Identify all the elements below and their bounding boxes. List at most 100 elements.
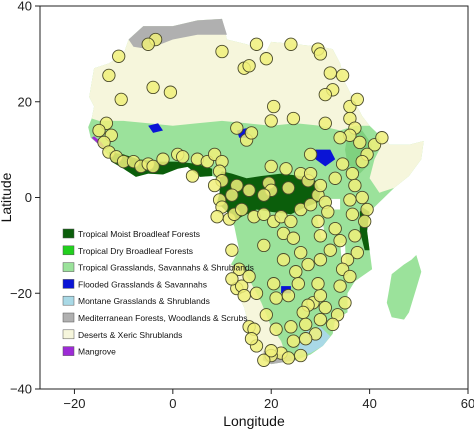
sample-point — [313, 312, 328, 327]
sample-point — [313, 229, 328, 243]
sample-point — [326, 317, 340, 332]
axes-layer: −20 0 20 40 60 −40 −20 0 20 40 — [10, 0, 474, 411]
sample-point — [92, 123, 106, 138]
sample-point — [264, 344, 278, 358]
sample-point — [156, 152, 170, 166]
sample-point — [286, 111, 301, 126]
sample-point — [225, 243, 239, 257]
sample-point — [348, 229, 362, 243]
sample-point — [318, 300, 332, 315]
land-desert-sahara — [89, 18, 370, 131]
lake-victoria — [330, 198, 341, 210]
sample-point — [281, 351, 296, 365]
legend: Tropical Moist Broadleaf Forests Tropical… — [62, 228, 254, 357]
sample-point — [141, 37, 155, 51]
sample-point — [146, 80, 160, 95]
sample-point — [313, 288, 328, 303]
sample-point — [350, 245, 364, 260]
sample-point — [225, 188, 239, 202]
sample-point — [299, 317, 313, 332]
sample-point — [185, 169, 200, 183]
sample-point — [328, 171, 342, 185]
legend-label: Mangrove — [78, 347, 116, 357]
y-tick-label: 0 — [25, 190, 32, 205]
x-tick-label: 20 — [264, 396, 278, 411]
legend-swatch — [62, 346, 75, 356]
land-inner-niger-delta — [148, 123, 163, 133]
sample-point — [232, 262, 246, 276]
sample-point — [267, 277, 281, 291]
sample-point — [249, 286, 264, 300]
sample-point — [284, 37, 298, 51]
legend-swatch — [62, 295, 75, 306]
sample-point — [343, 193, 357, 207]
sample-point — [146, 159, 160, 174]
sample-point — [353, 135, 367, 150]
sample-point — [114, 92, 128, 107]
sample-point — [303, 166, 318, 181]
sample-point — [267, 99, 281, 114]
sample-point — [350, 92, 364, 107]
land-desert-horn — [369, 135, 424, 193]
legend-label: Flooded Grasslands & Savannahs — [78, 279, 207, 289]
x-tick-label: 60 — [461, 396, 474, 411]
sample-point — [338, 296, 352, 310]
sample-point — [176, 150, 190, 164]
sample-point — [313, 178, 328, 193]
sample-point — [284, 320, 298, 334]
sample-point — [249, 37, 264, 51]
legend-label: Mediterranean Forests, Woodlands & Scrub… — [78, 313, 247, 323]
sample-point — [235, 202, 249, 217]
sample-point — [225, 272, 239, 286]
sample-point — [281, 288, 296, 303]
land-madagascar — [386, 255, 422, 320]
sample-point — [303, 147, 318, 162]
sample-point — [215, 44, 229, 59]
biome-land-layer — [88, 18, 424, 365]
legend-swatch — [62, 279, 75, 289]
sample-point — [335, 157, 350, 171]
sample-point — [286, 231, 301, 245]
sample-point — [242, 269, 256, 284]
x-tick-label: −20 — [63, 396, 85, 411]
sample-point — [328, 221, 342, 236]
x-axis-title: Longitude — [223, 413, 285, 429]
y-tick-label: −40 — [10, 382, 32, 397]
sample-point — [355, 154, 369, 169]
sample-point — [210, 210, 224, 224]
sample-point — [242, 183, 256, 197]
sample-point — [244, 332, 259, 346]
sample-point — [230, 121, 244, 135]
sample-point — [276, 253, 291, 267]
sample-point — [207, 178, 222, 193]
sample-point — [286, 334, 301, 348]
x-tick-label: 0 — [169, 396, 176, 411]
sample-point — [264, 159, 278, 174]
sample-point — [242, 59, 256, 73]
legend-label: Tropical Dry Broadleaf Forests — [78, 246, 193, 256]
sample-point — [348, 178, 362, 193]
legend-label: Deserts & Xeric Shrublands — [78, 330, 182, 340]
sample-point — [323, 66, 337, 80]
y-tick-label: 40 — [18, 0, 32, 14]
sample-point — [102, 68, 116, 83]
sample-point — [318, 87, 332, 102]
sample-point — [301, 257, 315, 272]
sample-point — [269, 322, 283, 336]
y-tick-label: 20 — [18, 94, 32, 109]
sample-point — [333, 233, 347, 248]
sample-point — [323, 243, 337, 257]
sample-points-layer — [92, 32, 389, 367]
sample-point — [343, 269, 357, 284]
sample-point — [335, 68, 350, 83]
sample-point — [333, 131, 347, 145]
legend-label: Tropical Moist Broadleaf Forests — [78, 229, 200, 239]
legend-swatch — [62, 312, 75, 323]
sample-point — [294, 245, 308, 260]
x-tick-label: 40 — [362, 396, 376, 411]
sample-point — [284, 214, 298, 229]
sample-point — [313, 47, 328, 61]
sample-point — [291, 277, 305, 291]
sample-point — [360, 202, 374, 217]
legend-swatch — [62, 245, 75, 256]
